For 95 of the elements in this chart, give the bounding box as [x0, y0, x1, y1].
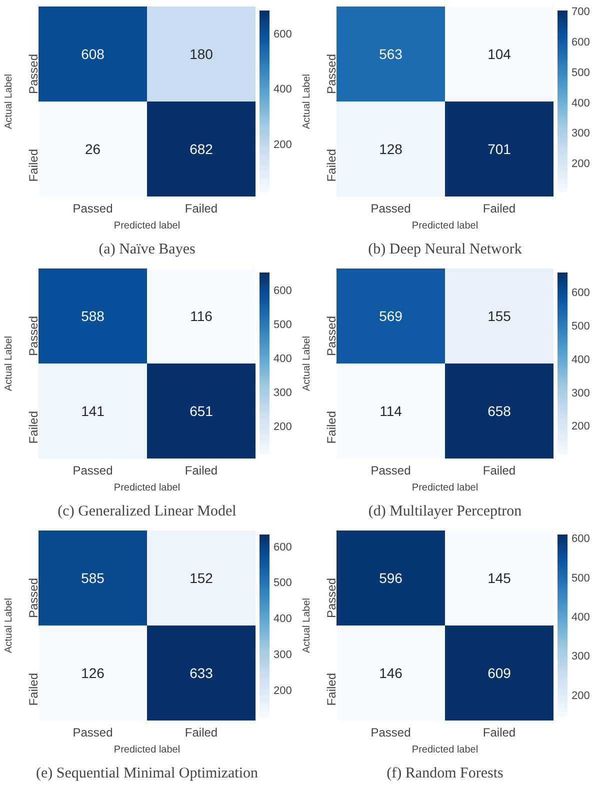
color-bar-label: 400 [572, 354, 590, 366]
y-axis-title: Actual Label [4, 74, 14, 130]
data-label: 588 [81, 308, 105, 324]
data-label: 141 [81, 403, 105, 419]
text: (e) Sequential Minimal Optimization [36, 766, 259, 782]
y-tick-label: Failed [26, 148, 40, 182]
y-tick-label: Failed [324, 410, 338, 444]
x-tick-label: Passed [370, 726, 411, 740]
y-axis-title: Actual Label [302, 336, 312, 392]
color-bar-label: 300 [572, 650, 590, 663]
text: (d) Multilayer Perceptron [368, 504, 522, 520]
x-tick-label: Failed [184, 726, 218, 740]
data-label: 563 [379, 46, 403, 62]
text: (c) Generalized Linear Model [58, 504, 236, 520]
data-label: 609 [488, 665, 512, 681]
x-axis-title: Predicted label [114, 220, 180, 232]
color-bar-label: 500 [572, 320, 590, 332]
y-tick-label: Passed [26, 54, 40, 94]
data-label: 116 [190, 308, 213, 324]
x-tick-label: Failed [482, 464, 516, 478]
color-bar-label: 500 [274, 577, 292, 590]
color-bar-label: 200 [274, 684, 292, 697]
color-bar-label: 300 [274, 386, 292, 399]
color-bar-label: 500 [274, 318, 292, 331]
text: (b) Deep Neural Network [368, 242, 522, 258]
x-axis-title: Predicted label [412, 220, 478, 232]
color-bar-label: 600 [274, 284, 292, 297]
color-bar-label: 300 [572, 387, 590, 400]
data-label: 585 [81, 570, 105, 586]
x-axis-title: Predicted label [114, 482, 180, 494]
data-label: 114 [380, 403, 402, 419]
color-bar-label: 500 [572, 572, 590, 584]
color-bar-label: 200 [572, 420, 590, 433]
color-bar-label: 200 [274, 139, 292, 152]
data-label: 155 [488, 308, 512, 324]
y-tick-label: Passed [26, 578, 40, 618]
y-tick-label: Failed [324, 672, 338, 706]
x-tick-label: Passed [72, 464, 113, 478]
x-tick-label: Passed [72, 726, 113, 740]
color-bar-label: 400 [274, 352, 292, 365]
data-label: 152 [190, 570, 214, 586]
data-label: 104 [488, 46, 512, 62]
data-label: 658 [488, 403, 512, 419]
y-axis-title: Actual Label [302, 598, 312, 654]
color-bar-label: 400 [572, 97, 590, 110]
y-tick-label: Failed [26, 410, 40, 444]
x-axis-title: Predicted label [114, 744, 180, 756]
color-bar-label: 200 [274, 420, 292, 433]
color-bar-label: 600 [572, 36, 590, 48]
x-axis-title: Predicted label [412, 744, 478, 756]
color-bar-label: 200 [572, 690, 590, 702]
data-label: 26 [84, 141, 101, 157]
color-bar-label: 600 [572, 533, 590, 546]
x-tick-label: Failed [482, 202, 516, 216]
x-tick-label: Failed [184, 202, 218, 216]
y-tick-label: Passed [26, 316, 40, 356]
data-label: 128 [379, 141, 403, 157]
x-tick-label: Passed [370, 202, 411, 216]
y-tick-label: Passed [324, 316, 338, 356]
color-bar-label: 400 [274, 613, 292, 626]
color-bar-label: 600 [274, 28, 292, 40]
x-tick-label: Failed [482, 726, 516, 740]
text: (f) Random Forests [386, 766, 504, 782]
x-tick-label: Passed [370, 464, 411, 478]
color-bar-label: 200 [572, 158, 590, 170]
text: (a) Naïve Bayes [98, 242, 196, 258]
y-axis-title: Actual Label [4, 336, 14, 392]
y-axis-title: Actual Label [302, 74, 312, 130]
color-bar-label: 300 [274, 649, 292, 662]
y-tick-label: Failed [324, 148, 338, 182]
data-label: 596 [379, 570, 403, 586]
data-label: 569 [379, 308, 403, 324]
data-label: 126 [81, 665, 105, 681]
x-tick-label: Failed [184, 464, 218, 478]
data-label: 145 [488, 570, 512, 586]
color-bar-label: 600 [572, 286, 590, 299]
y-tick-label: Passed [324, 578, 338, 618]
color-bar-label: 600 [274, 541, 292, 554]
color-bar-label: 700 [572, 6, 590, 18]
y-axis-title: Actual Label [4, 598, 14, 654]
color-bar-label: 300 [572, 128, 590, 140]
y-tick-label: Failed [26, 672, 40, 706]
color-bar-label: 500 [572, 66, 590, 79]
y-tick-label: Passed [324, 54, 338, 94]
color-bar-label: 400 [572, 611, 590, 624]
x-axis-title: Predicted label [412, 482, 478, 494]
data-label: 180 [190, 46, 214, 62]
data-label: 651 [190, 403, 214, 419]
data-label: 608 [81, 46, 105, 62]
data-label: 146 [379, 665, 403, 681]
data-label: 633 [190, 665, 214, 681]
data-label: 701 [488, 141, 512, 157]
color-bar-label: 400 [274, 84, 292, 96]
data-label: 682 [190, 141, 214, 157]
x-tick-label: Passed [72, 202, 113, 216]
